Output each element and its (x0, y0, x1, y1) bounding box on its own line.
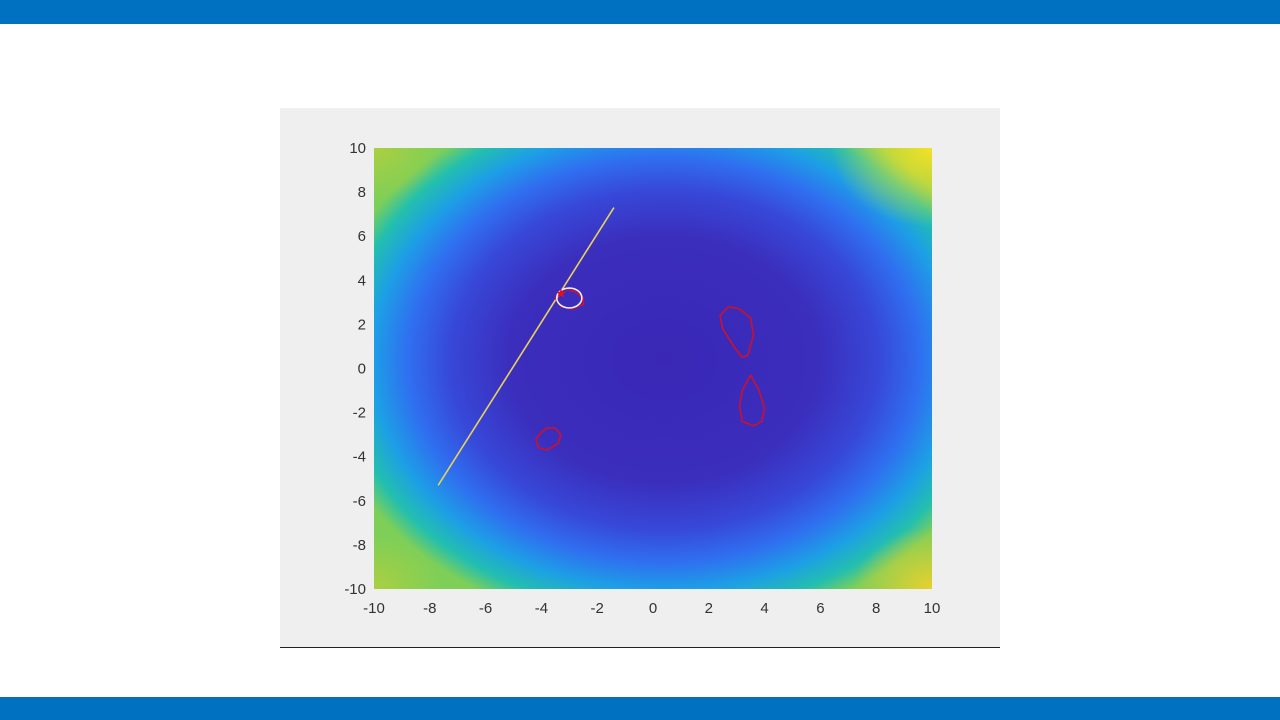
y-tick-label: 0 (358, 361, 366, 378)
x-tick-label: -10 (363, 600, 385, 617)
constraint-line (437, 207, 615, 486)
x-tick-label: -4 (535, 600, 548, 617)
y-tick-label: -10 (344, 581, 366, 598)
y-tick-label: 8 (358, 184, 366, 201)
x-tick-label: 10 (924, 600, 941, 617)
heatmap-field (374, 148, 932, 589)
x-axis-ticks: -10 -8 -6 -4 -2 0 2 4 6 8 10 (363, 600, 940, 617)
y-tick-label: 6 (358, 228, 366, 245)
x-tick-label: -2 (591, 600, 604, 617)
x-tick-label: 0 (649, 600, 657, 617)
y-axis-ticks: -10 -8 -6 -4 -2 0 2 4 6 8 10 (344, 140, 366, 598)
y-tick-label: -4 (353, 449, 366, 466)
white-contour (555, 287, 583, 309)
plot-overlays (437, 207, 766, 486)
red-contour-3 (738, 374, 766, 427)
x-tick-label: -6 (479, 600, 492, 617)
top-accent-bar (0, 0, 1280, 24)
y-tick-label: -6 (353, 493, 366, 510)
red-contour-4 (535, 427, 562, 451)
optimum-star-marker (556, 288, 566, 298)
y-tick-label: -8 (353, 537, 366, 554)
y-tick-label: 10 (349, 140, 366, 157)
y-tick-label: 4 (358, 272, 366, 289)
x-tick-label: 6 (816, 600, 824, 617)
red-contour-2 (719, 305, 755, 359)
y-tick-label: 2 (358, 316, 366, 333)
figure-bottom-rule (280, 647, 1000, 648)
x-tick-label: -8 (423, 600, 436, 617)
x-tick-label: 4 (760, 600, 768, 617)
y-tick-label: -2 (353, 405, 366, 422)
x-tick-label: 8 (872, 600, 880, 617)
bottom-accent-bar (0, 697, 1280, 720)
x-tick-label: 2 (705, 600, 713, 617)
